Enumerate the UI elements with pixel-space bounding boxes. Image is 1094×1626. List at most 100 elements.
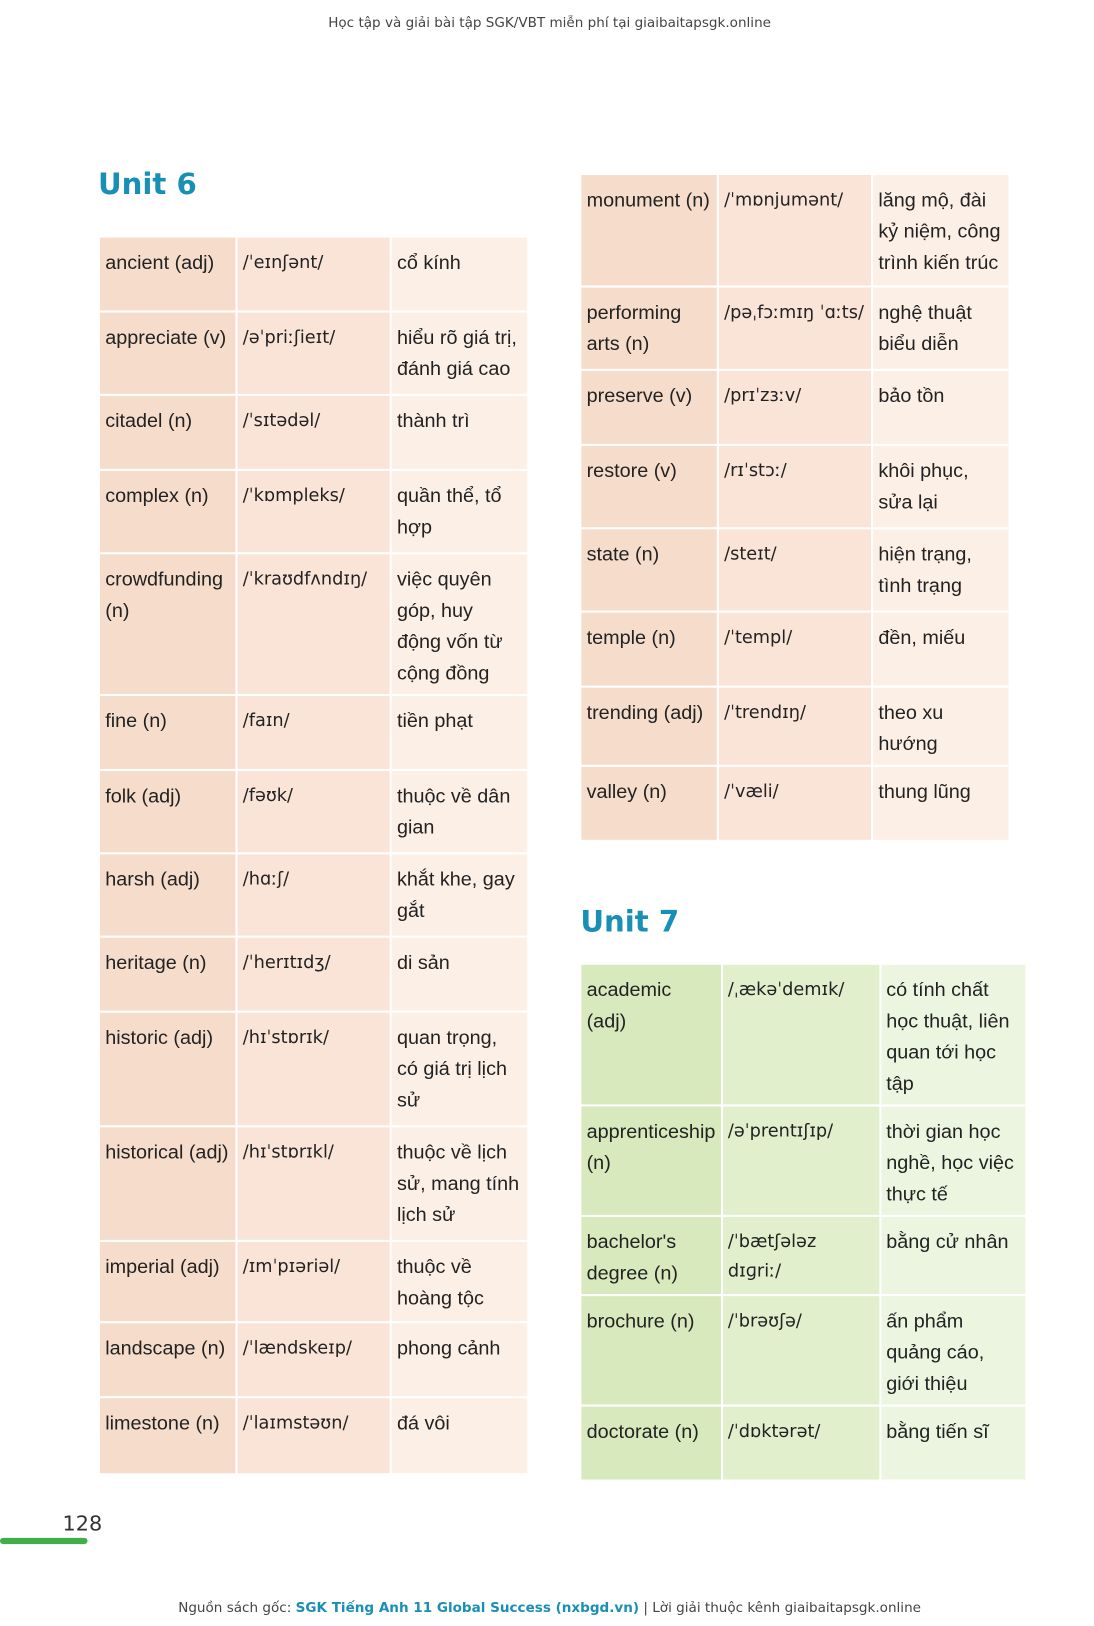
vocab-row: bachelor's degree (n)/ˈbætʃələz dɪɡriː/b…	[579, 1214, 1027, 1297]
word: monument (n)	[579, 172, 719, 288]
meaning: quần thể, tổ hợp	[389, 468, 530, 555]
ipa: /ˈkraʊdfʌndɪŋ/	[235, 552, 392, 696]
word: historical (adj)	[97, 1125, 238, 1242]
meaning: quan trọng, có giá trị lịch sử	[389, 1010, 530, 1128]
word: historic (adj)	[97, 1010, 238, 1128]
vocab-row: ancient (adj)/ˈeɪnʃənt/cổ kính	[97, 235, 530, 313]
ipa: /steɪt/	[716, 527, 874, 613]
footer-prefix: Nguồn sách gốc:	[178, 1600, 292, 1616]
vocab-row: heritage (n)/ˈherɪtɪdʒ/di sản	[97, 935, 530, 1013]
vocab-table: academic (adj)/ˌækəˈdemɪk/có tính chất h…	[579, 962, 1027, 1482]
footer: Nguồn sách gốc: SGK Tiếng Anh 11 Global …	[0, 1600, 1094, 1616]
word: restore (v)	[579, 443, 719, 530]
footer-suffix: | Lời giải thuộc kênh giaibaitapsgk.onli…	[643, 1600, 921, 1616]
vocab-table: ancient (adj)/ˈeɪnʃənt/cổ kính appreciate…	[97, 235, 530, 1476]
meaning: theo xu hướng	[871, 685, 1011, 767]
word: academic (adj)	[579, 962, 723, 1107]
vocab-row: complex (n)/ˈkɒmpleks/quần thể, tổ hợp	[97, 468, 530, 555]
word: harsh (adj)	[97, 852, 238, 938]
meaning: khôi phục, sửa lại	[871, 443, 1011, 530]
vocab-row: imperial (adj)/ɪmˈpɪəriəl/thuộc về hoàng…	[97, 1239, 530, 1324]
meaning: cổ kính	[389, 235, 530, 313]
vocab-row: landscape (n)/ˈlændskeɪp/phong cảnh	[97, 1321, 530, 1399]
word: crowdfunding (n)	[97, 552, 238, 696]
unit-title: Unit 7	[580, 904, 680, 939]
word: preserve (v)	[579, 368, 719, 446]
ipa: /ˌækəˈdemɪk/	[720, 962, 882, 1107]
vocab-row: performing arts (n)/pəˌfɔːmɪŋ ˈɑːts/nghệ…	[579, 285, 1011, 371]
word: doctorate (n)	[579, 1404, 723, 1482]
vocab-row: restore (v)/rɪˈstɔː/khôi phục, sửa lại	[579, 443, 1011, 530]
meaning: thung lũng	[871, 764, 1011, 842]
meaning: tiền phạt	[389, 693, 530, 772]
ipa: /ˈdɒktərət/	[720, 1404, 882, 1482]
word: performing arts (n)	[579, 285, 719, 371]
meaning: bằng cử nhân	[878, 1214, 1027, 1297]
vocab-row: folk (adj)/fəʊk/thuộc về dân gian	[97, 768, 530, 855]
word: state (n)	[579, 527, 719, 613]
meaning: phong cảnh	[389, 1321, 530, 1399]
vocab-row: doctorate (n)/ˈdɒktərət/bằng tiến sĩ	[579, 1404, 1027, 1482]
vocab-table: monument (n)/ˈmɒnjumənt/lăng mộ, đài kỷ …	[579, 172, 1011, 842]
meaning: nghệ thuật biểu diễn	[871, 285, 1011, 371]
ipa: /ˈlændskeɪp/	[235, 1321, 392, 1399]
meaning: thuộc về hoàng tộc	[389, 1239, 530, 1324]
meaning: đá vôi	[389, 1396, 530, 1476]
ipa: /fəʊk/	[235, 768, 392, 855]
ipa: /ˈlaɪmstəʊn/	[235, 1396, 392, 1476]
vocab-row: harsh (adj)/hɑːʃ/khắt khe, gay gắt	[97, 852, 530, 938]
word: citadel (n)	[97, 393, 238, 471]
word: ancient (adj)	[97, 235, 238, 313]
meaning: việc quyên góp, huy động vốn từ cộng đồn…	[389, 552, 530, 696]
header: Học tập và giải bài tập SGK/VBT miễn phí…	[328, 15, 771, 32]
ipa: /ˈherɪtɪdʒ/	[235, 935, 392, 1013]
meaning: thuộc về dân gian	[389, 768, 530, 855]
word: imperial (adj)	[97, 1239, 238, 1324]
meaning: lăng mộ, đài kỷ niệm, công trình kiến tr…	[871, 172, 1011, 288]
vocab-row: historic (adj)/hɪˈstɒrɪk/quan trọng, có …	[97, 1010, 530, 1128]
word: heritage (n)	[97, 935, 238, 1013]
ipa: /əˈpriːʃieɪt/	[235, 310, 392, 396]
ipa: /faɪn/	[235, 693, 392, 772]
ipa: /ˈbætʃələz dɪɡriː/	[720, 1214, 882, 1297]
word: landscape (n)	[97, 1321, 238, 1399]
word: trending (adj)	[579, 685, 719, 767]
word: fine (n)	[97, 693, 238, 772]
word: appreciate (v)	[97, 310, 238, 396]
word: limestone (n)	[97, 1396, 238, 1476]
ipa: /rɪˈstɔː/	[716, 443, 874, 530]
word: temple (n)	[579, 610, 719, 688]
ipa: /ɪmˈpɪəriəl/	[235, 1239, 392, 1324]
word: folk (adj)	[97, 768, 238, 855]
ipa: /əˈprentɪʃɪp/	[720, 1104, 882, 1217]
ipa: /hɪˈstɒrɪk/	[235, 1010, 392, 1128]
word: valley (n)	[579, 764, 719, 842]
page-number: 128	[62, 1510, 103, 1536]
meaning: hiện trạng, tình trạng	[871, 527, 1011, 613]
ipa: /ˈkɒmpleks/	[235, 468, 392, 555]
vocab-row: preserve (v)/prɪˈzɜːv/bảo tồn	[579, 368, 1011, 446]
word: bachelor's degree (n)	[579, 1214, 723, 1297]
ipa: /hɑːʃ/	[235, 852, 392, 938]
unit-title: Unit 6	[97, 166, 197, 202]
vocab-row: academic (adj)/ˌækəˈdemɪk/có tính chất h…	[579, 962, 1027, 1107]
ipa: /ˈtempl/	[716, 610, 874, 688]
meaning: bằng tiến sĩ	[878, 1404, 1027, 1482]
ipa: /hɪˈstɒrɪkl/	[235, 1125, 392, 1242]
meaning: thuộc về lịch sử, mang tính lịch sử	[389, 1125, 530, 1242]
meaning: ấn phẩm quảng cáo, giới thiệu	[878, 1294, 1027, 1407]
vocab-row: appreciate (v)/əˈpriːʃieɪt/hiểu rõ giá t…	[97, 310, 530, 396]
ipa: /ˈbrəʊʃə/	[720, 1294, 882, 1407]
meaning: khắt khe, gay gắt	[389, 852, 530, 938]
vocab-row: apprenticeship (n)/əˈprentɪʃɪp/thời gian…	[579, 1104, 1027, 1217]
meaning: hiểu rõ giá trị, đánh giá cao	[389, 310, 530, 396]
word: apprenticeship (n)	[579, 1104, 723, 1217]
footer-source: SGK Tiếng Anh 11 Global Success (nxbgd.v…	[295, 1600, 640, 1616]
vocab-row: monument (n)/ˈmɒnjumənt/lăng mộ, đài kỷ …	[579, 172, 1011, 288]
ipa: /ˈvæli/	[716, 764, 874, 842]
vocab-row: historical (adj)/hɪˈstɒrɪkl/thuộc về lịc…	[97, 1125, 530, 1242]
vocab-row: limestone (n)/ˈlaɪmstəʊn/đá vôi	[97, 1396, 530, 1476]
meaning: bảo tồn	[871, 368, 1011, 446]
vocab-row: brochure (n)/ˈbrəʊʃə/ấn phẩm quảng cáo, …	[579, 1294, 1027, 1407]
